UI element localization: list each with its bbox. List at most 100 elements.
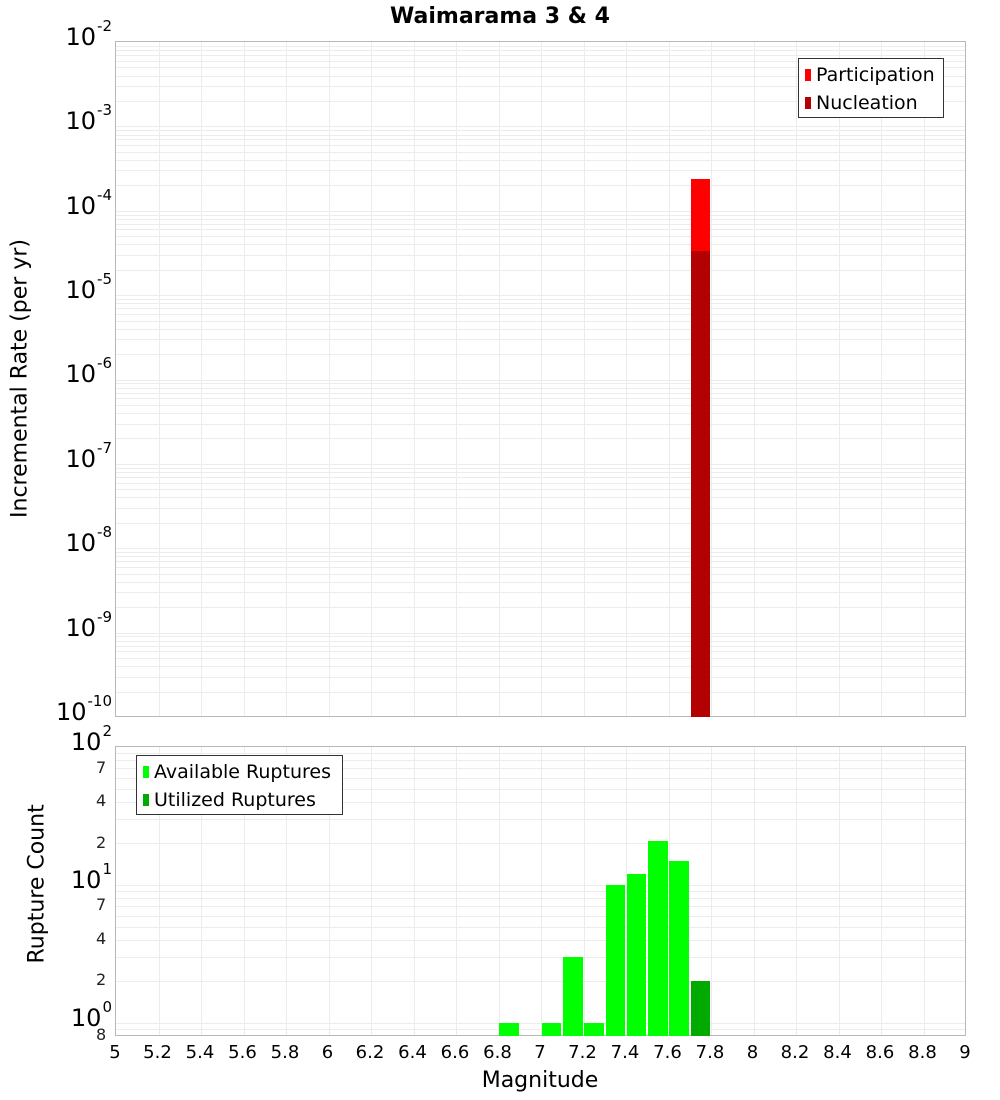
- gridline: [116, 477, 965, 478]
- gridline: [116, 582, 965, 583]
- gridline: [116, 489, 965, 490]
- x-tick-label: 5.8: [271, 1042, 300, 1063]
- bar-available: [606, 885, 626, 1036]
- gridline: [116, 464, 965, 465]
- top-legend: Participation Nucleation: [798, 58, 944, 118]
- legend-item-utilized: Utilized Ruptures: [143, 786, 336, 814]
- gridline: [116, 472, 965, 473]
- x-tick-label: 5: [109, 1042, 120, 1063]
- x-tick-label: 7: [534, 1042, 545, 1063]
- gridline: [116, 607, 965, 608]
- x-tick-label: 8.4: [823, 1042, 852, 1063]
- bar-available: [648, 841, 668, 1036]
- top-plot-area: [115, 41, 966, 717]
- gridline: [116, 229, 965, 230]
- gridline: [116, 646, 965, 647]
- x-tick-label: 5.4: [186, 1042, 215, 1063]
- chart-title: Waimarama 3 & 4: [0, 4, 1000, 29]
- gridline: [116, 130, 965, 131]
- gridline: [116, 957, 965, 958]
- gridline: [116, 483, 965, 484]
- gridline: [116, 424, 965, 425]
- bar-utilized: [691, 981, 711, 1036]
- gridline: [116, 916, 965, 917]
- gridline: [116, 981, 965, 982]
- x-tick-label: 7.8: [696, 1042, 725, 1063]
- gridline: [116, 236, 965, 237]
- gridline: [116, 561, 965, 562]
- gridline: [116, 135, 965, 136]
- gridline: [116, 383, 965, 384]
- gridline: [116, 548, 965, 549]
- gridline: [116, 677, 965, 678]
- y-tick-label: 10-4: [65, 192, 112, 220]
- gridline: [116, 303, 965, 304]
- gridline: [116, 927, 965, 928]
- x-tick-label: 9: [959, 1042, 970, 1063]
- x-tick-label: 6.8: [483, 1042, 512, 1063]
- y-tick-label: 102: [71, 728, 112, 756]
- gridline: [116, 295, 965, 296]
- y-tick-label: 10-9: [65, 614, 112, 642]
- participation-swatch-icon: [805, 69, 811, 81]
- gridline: [116, 215, 965, 216]
- gridline: [116, 50, 965, 51]
- gridline: [116, 321, 965, 322]
- gridline: [116, 819, 965, 820]
- gridline: [116, 380, 965, 381]
- y-minor-tick-label: 7: [96, 758, 106, 777]
- gridline: [116, 270, 965, 271]
- gridline: [116, 468, 965, 469]
- bottom-legend: Available Ruptures Utilized Ruptures: [136, 755, 343, 815]
- gridline: [116, 843, 965, 844]
- y-tick-label: 10-6: [65, 360, 112, 388]
- y-tick-label: 101: [71, 866, 112, 894]
- bar-available: [563, 957, 583, 1036]
- gridline: [116, 55, 965, 56]
- gridline: [116, 692, 965, 693]
- gridline: [116, 145, 965, 146]
- gridline: [116, 592, 965, 593]
- gridline: [116, 438, 965, 439]
- gridline: [116, 633, 965, 634]
- y-minor-tick-label: 8: [96, 1025, 106, 1044]
- x-tick-label: 8.8: [908, 1042, 937, 1063]
- x-tick-label: 8.6: [866, 1042, 895, 1063]
- y-tick-label: 10-2: [65, 23, 112, 51]
- gridline: [116, 299, 965, 300]
- y-minor-tick-label: 2: [96, 970, 106, 989]
- x-tick-label: 6.4: [398, 1042, 427, 1063]
- bar-available: [542, 1023, 562, 1036]
- gridline: [116, 641, 965, 642]
- gridline: [116, 940, 965, 941]
- gridline: [116, 523, 965, 524]
- utilized-swatch-icon: [143, 794, 149, 806]
- gridline: [116, 308, 965, 309]
- x-tick-label: 6: [322, 1042, 333, 1063]
- legend-item-nucleation: Nucleation: [805, 89, 937, 117]
- y-tick-label: 10-5: [65, 276, 112, 304]
- gridline: [116, 556, 965, 557]
- x-tick-label: 6.2: [356, 1042, 385, 1063]
- gridline: [116, 388, 965, 389]
- gridline: [116, 139, 965, 140]
- gridline: [116, 393, 965, 394]
- nucleation-swatch-icon: [805, 97, 811, 109]
- gridline: [116, 658, 965, 659]
- gridline: [116, 314, 965, 315]
- y-tick-label: 10-7: [65, 445, 112, 473]
- y-minor-tick-label: 4: [96, 929, 106, 948]
- y-minor-tick-label: 7: [96, 895, 106, 914]
- x-tick-label: 5.6: [228, 1042, 257, 1063]
- top-y-axis-label: Incremental Rate (per yr): [8, 239, 33, 519]
- x-tick-label: 7.2: [568, 1042, 597, 1063]
- bar-nucleation: [691, 251, 711, 717]
- gridline: [116, 1023, 965, 1024]
- gridline: [116, 170, 965, 171]
- bar-available: [499, 1023, 519, 1036]
- gridline: [116, 891, 965, 892]
- gridline: [116, 636, 965, 637]
- gridline: [116, 497, 965, 498]
- gridline: [116, 152, 965, 153]
- available-swatch-icon: [143, 766, 149, 778]
